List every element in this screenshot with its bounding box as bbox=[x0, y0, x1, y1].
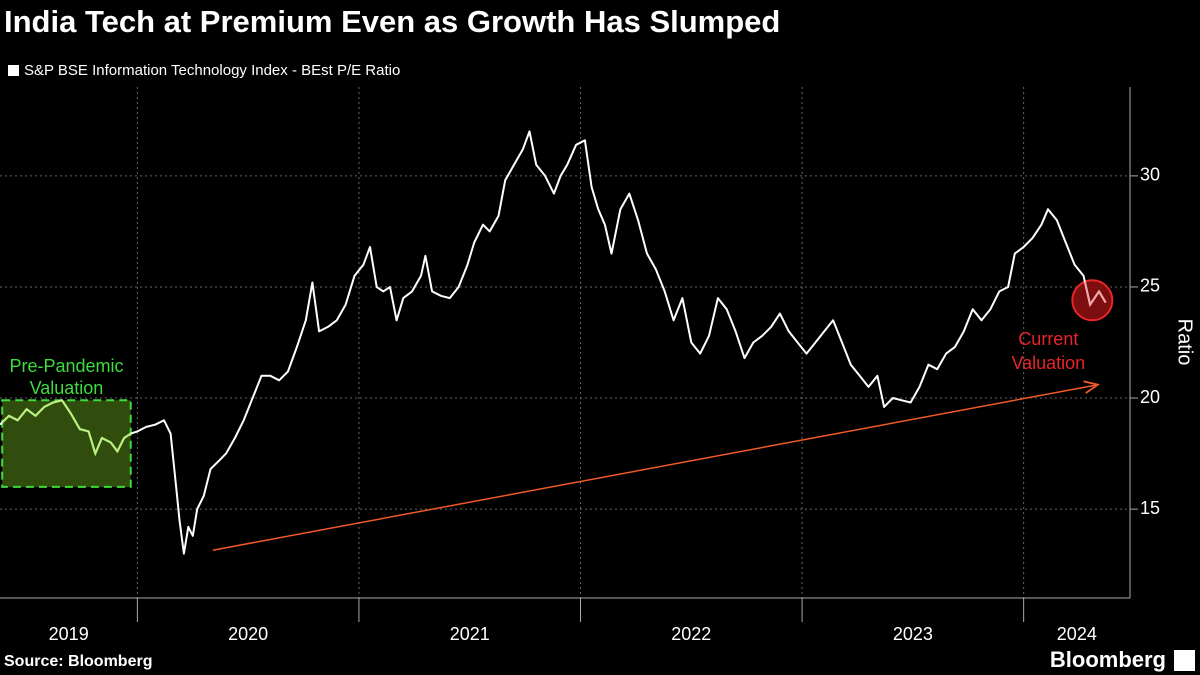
y-tick-label: 20 bbox=[1140, 387, 1160, 407]
y-axis-label: Ratio bbox=[1174, 319, 1196, 366]
source: Source: Bloomberg bbox=[4, 653, 152, 670]
x-tick-label: 2023 bbox=[893, 624, 933, 644]
annotation-text: Valuation bbox=[30, 378, 104, 398]
x-tick-label: 2021 bbox=[450, 624, 490, 644]
line-highlight bbox=[1072, 280, 1107, 321]
legend-swatch bbox=[8, 65, 19, 76]
y-tick-label: 25 bbox=[1140, 276, 1160, 296]
y-tick-label: 30 bbox=[1140, 165, 1160, 185]
annotation-text: Pre-Pandemic bbox=[9, 356, 123, 376]
x-tick-label: 2022 bbox=[671, 624, 711, 644]
x-tick-label: 2020 bbox=[228, 624, 268, 644]
chart-title: India Tech at Premium Even as Growth Has… bbox=[4, 4, 780, 39]
line-highlight bbox=[2, 400, 131, 457]
highlight-box bbox=[1, 399, 132, 488]
x-tick-label: 2019 bbox=[49, 624, 89, 644]
logo: Bloomberg bbox=[1050, 647, 1166, 672]
annotation-text: Valuation bbox=[1011, 353, 1085, 373]
y-tick-label: 15 bbox=[1140, 498, 1160, 518]
logo-icon bbox=[1174, 650, 1195, 671]
annotation-text: Current bbox=[1018, 329, 1078, 349]
line bbox=[0, 130, 1107, 555]
arrow bbox=[212, 385, 1098, 551]
legend-label: S&P BSE Information Technology Index - B… bbox=[24, 62, 400, 79]
x-tick-label: 2024 bbox=[1057, 624, 1097, 644]
